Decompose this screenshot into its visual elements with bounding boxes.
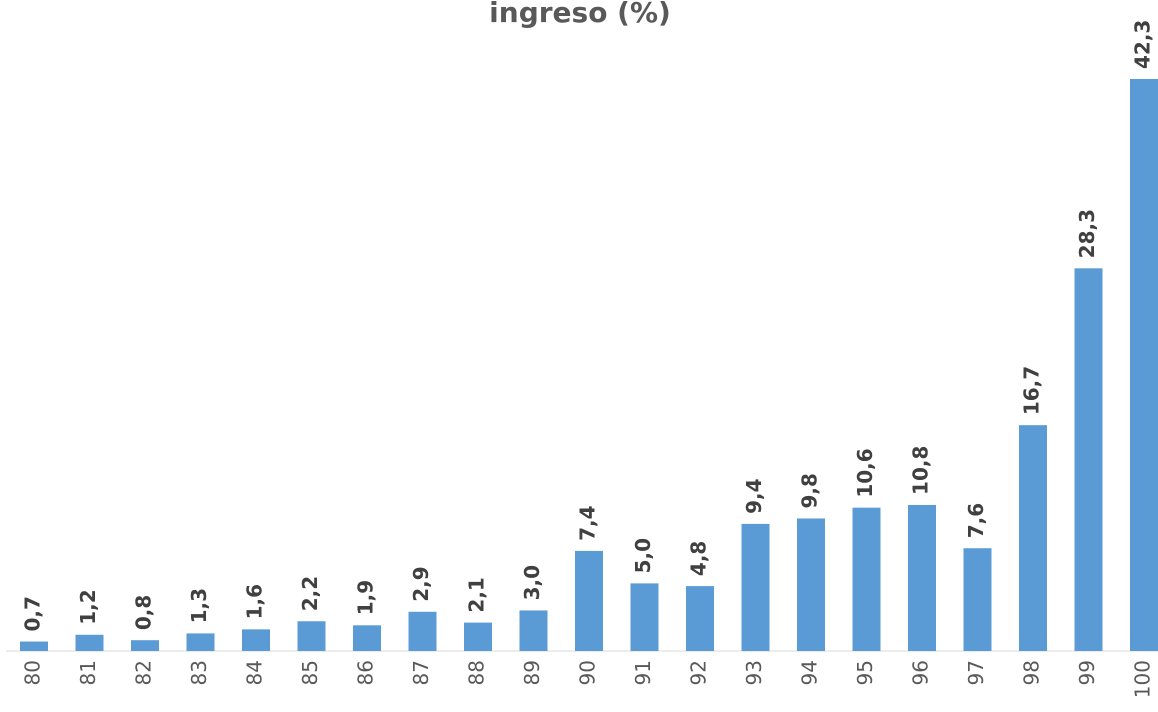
value-label: 1,2 bbox=[76, 589, 100, 624]
x-tick-label: 95 bbox=[853, 660, 877, 685]
bar bbox=[686, 586, 714, 651]
value-label: 28,3 bbox=[1075, 209, 1099, 258]
bar bbox=[242, 629, 270, 651]
bar bbox=[1019, 425, 1047, 651]
bar bbox=[75, 634, 104, 651]
value-label: 0,7 bbox=[21, 596, 45, 631]
bar bbox=[131, 640, 159, 651]
chart-title: ingreso (%) bbox=[489, 0, 671, 29]
x-tick-label: 81 bbox=[76, 660, 100, 685]
x-tick-label: 88 bbox=[465, 660, 489, 685]
bar bbox=[1074, 268, 1103, 651]
value-label: 0,8 bbox=[132, 595, 156, 630]
bar bbox=[408, 611, 437, 651]
value-label: 7,4 bbox=[576, 505, 600, 540]
value-label: 10,8 bbox=[909, 446, 933, 495]
x-tick-label: 94 bbox=[798, 660, 822, 685]
bar bbox=[186, 633, 215, 651]
bar bbox=[464, 622, 492, 651]
bar bbox=[797, 518, 825, 651]
value-label: 5,0 bbox=[631, 538, 655, 573]
value-label: 42,3 bbox=[1131, 20, 1155, 69]
x-tick-label: 83 bbox=[187, 660, 211, 685]
x-tick-label: 93 bbox=[742, 660, 766, 685]
x-tick-label: 99 bbox=[1075, 660, 1099, 685]
bar bbox=[741, 523, 770, 651]
bar bbox=[297, 621, 326, 651]
value-label: 2,1 bbox=[465, 577, 489, 612]
value-label: 2,2 bbox=[298, 576, 322, 611]
x-tick-label: 86 bbox=[354, 660, 378, 685]
bar bbox=[20, 641, 48, 651]
value-label: 2,9 bbox=[409, 566, 433, 601]
value-label: 3,0 bbox=[520, 565, 544, 600]
bar bbox=[353, 625, 381, 651]
value-label: 16,7 bbox=[1020, 366, 1044, 415]
bar bbox=[519, 610, 548, 651]
x-tick-label: 91 bbox=[631, 660, 655, 685]
x-tick-label: 80 bbox=[21, 660, 45, 685]
value-label: 1,3 bbox=[187, 588, 211, 623]
value-label: 10,6 bbox=[853, 448, 877, 497]
x-tick-label: 100 bbox=[1131, 660, 1155, 698]
value-label: 7,6 bbox=[964, 503, 988, 538]
x-tick-label: 98 bbox=[1020, 660, 1044, 685]
x-tick-label: 90 bbox=[576, 660, 600, 685]
x-tick-label: 82 bbox=[132, 660, 156, 685]
x-tick-label: 87 bbox=[409, 660, 433, 685]
value-label: 4,8 bbox=[687, 541, 711, 576]
x-tick-label: 84 bbox=[243, 660, 267, 685]
bar bbox=[630, 583, 659, 651]
value-label: 9,4 bbox=[742, 478, 766, 513]
x-tick-label: 92 bbox=[687, 660, 711, 685]
bar bbox=[908, 504, 936, 651]
x-tick-label: 89 bbox=[520, 660, 544, 685]
bar bbox=[575, 550, 603, 651]
x-tick-label: 85 bbox=[298, 660, 322, 685]
bar bbox=[1130, 79, 1158, 651]
x-tick-label: 96 bbox=[909, 660, 933, 685]
value-label: 9,8 bbox=[798, 473, 822, 508]
value-label: 1,6 bbox=[243, 584, 267, 619]
bar bbox=[963, 548, 992, 651]
x-tick-label: 97 bbox=[964, 660, 988, 685]
bar bbox=[852, 507, 881, 651]
value-label: 1,9 bbox=[354, 580, 378, 615]
